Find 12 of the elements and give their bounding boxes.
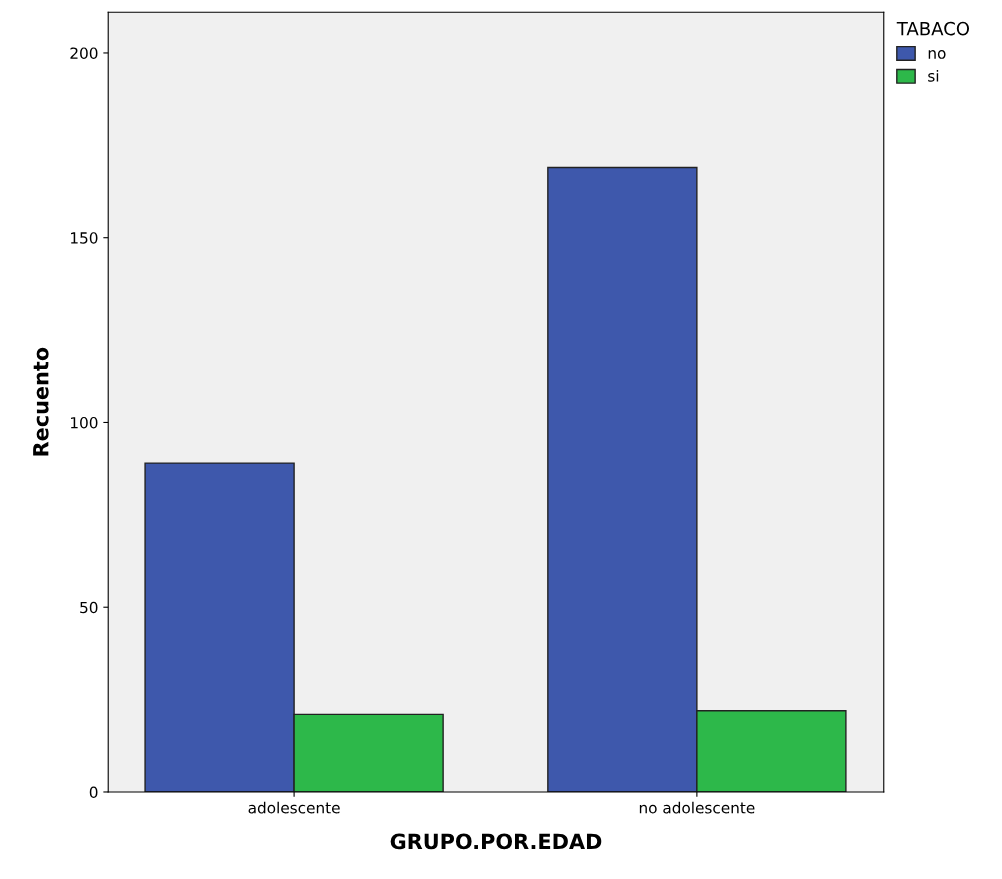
y-tick-label: 100	[71, 416, 98, 429]
x-tick-label: no adolescente	[639, 801, 755, 814]
legend-label: no	[928, 50, 946, 59]
y-axis-title: Recuento	[33, 347, 49, 456]
x-axis-title: GRUPO.POR.EDAD	[390, 833, 602, 850]
y-tick-label: 200	[70, 47, 98, 59]
legend-label: si	[928, 69, 939, 82]
x-tick-label: adolescente	[248, 801, 340, 814]
y-tick-label: 150	[71, 232, 98, 244]
legend-title: TABACO	[896, 21, 970, 36]
y-tick-label: 0	[89, 786, 98, 798]
y-tick-label: 50	[80, 601, 98, 614]
